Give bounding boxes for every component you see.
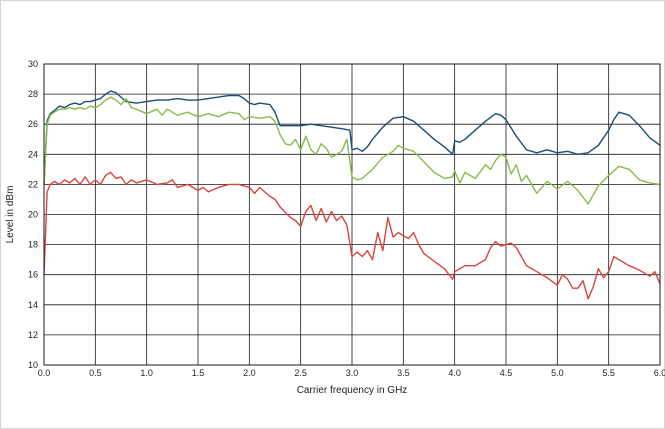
- x-tick-label: 3.0: [346, 368, 359, 378]
- x-tick-label: 4.0: [448, 368, 461, 378]
- x-axis-title: Carrier frequency in GHz: [297, 385, 408, 396]
- x-tick-labels: 0.0 0.5 1.0 1.5 2.0 2.5 3.0 3.5 4.0 4.5 5.0 5.5 6.0: [38, 368, 665, 378]
- x-tick-label: 2.5: [294, 368, 307, 378]
- x-tick-label: 5.0: [551, 368, 564, 378]
- plot-area-border: [43, 63, 661, 366]
- y-tick-label: 24: [28, 149, 38, 159]
- x-tick-label: 5.5: [602, 368, 615, 378]
- y-tick-label: 28: [28, 89, 38, 99]
- y-tick-label: 16: [28, 270, 38, 280]
- y-tick-label: 26: [28, 119, 38, 129]
- x-tick-label: 1.5: [192, 368, 205, 378]
- y-tick-label: 14: [28, 300, 38, 310]
- y-axis-title: Level in dBm: [5, 186, 16, 244]
- x-tick-label: 6.0: [654, 368, 665, 378]
- x-tick-label: 0.5: [89, 368, 102, 378]
- y-tick-label: 10: [28, 360, 38, 370]
- series-line-1: [43, 90, 661, 186]
- y-tick-label: 20: [28, 210, 38, 220]
- x-tick-label: 4.5: [500, 368, 513, 378]
- y-tick-label: 12: [28, 330, 38, 340]
- y-tick-labels: 10 12 14 16 18 20 22 24 26 28 30: [28, 59, 38, 370]
- series-line-3: [43, 171, 661, 300]
- x-tick-label: 0.0: [38, 368, 51, 378]
- y-tick-label: 30: [28, 59, 38, 69]
- y-tick-label: 18: [28, 240, 38, 250]
- series-layer: [43, 90, 661, 300]
- x-tick-label: 2.0: [243, 368, 256, 378]
- y-tick-label: 22: [28, 179, 38, 189]
- x-tick-label: 1.0: [140, 368, 153, 378]
- series-line-2: [43, 96, 661, 205]
- x-tick-label: 3.5: [397, 368, 410, 378]
